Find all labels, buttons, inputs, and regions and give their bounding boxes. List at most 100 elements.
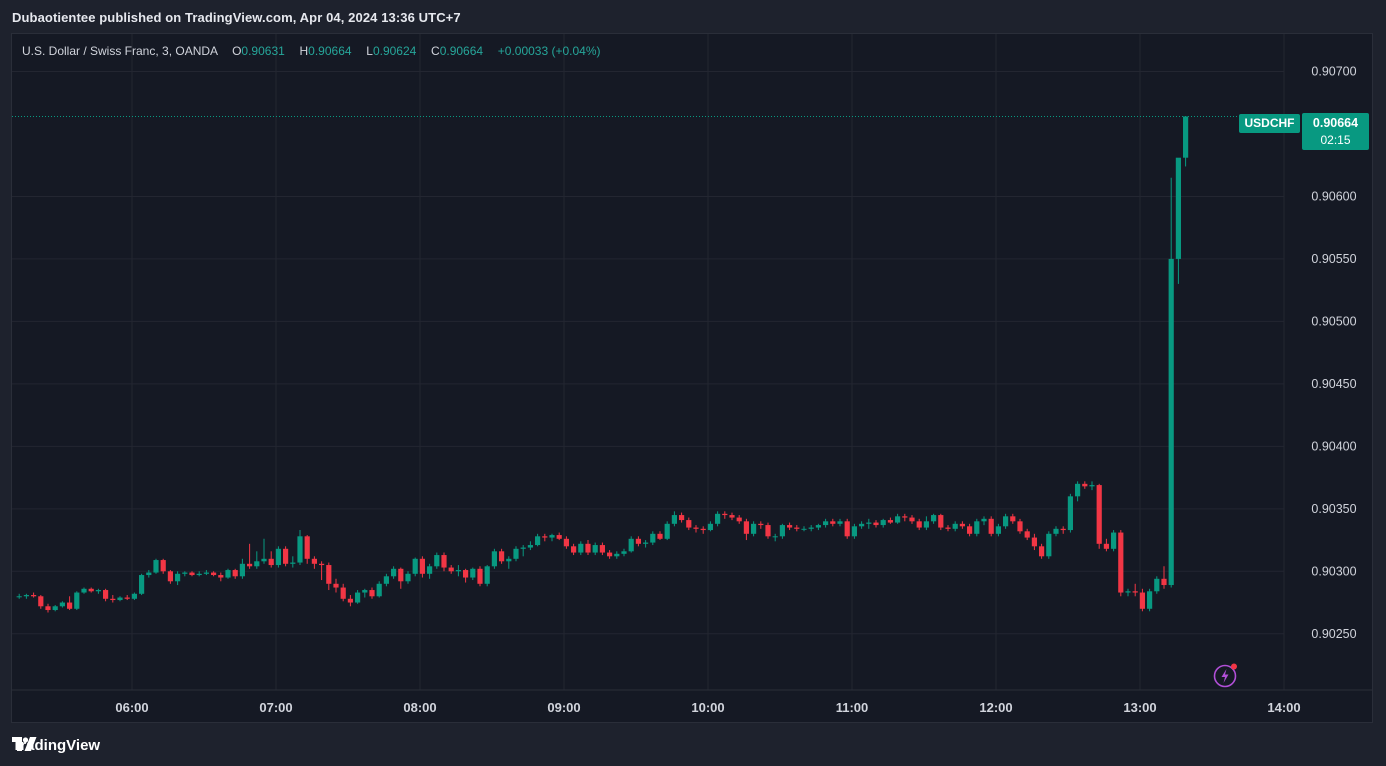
candle-body <box>412 558 418 574</box>
candle-body <box>772 536 778 538</box>
candle-body <box>203 572 209 574</box>
candle-body <box>635 538 641 544</box>
close-value: 0.90664 <box>439 44 484 58</box>
x-tick-label: 09:00 <box>547 700 580 715</box>
candle-body <box>909 517 915 522</box>
candle-body <box>1039 546 1045 557</box>
open-label: O <box>232 44 242 58</box>
candle-body <box>844 521 850 537</box>
candle-body <box>491 551 497 567</box>
candle-body <box>722 513 728 516</box>
candle-body <box>592 545 598 553</box>
x-tick-label: 10:00 <box>691 700 724 715</box>
candle-body <box>311 558 317 564</box>
candle-body <box>995 526 1001 534</box>
candle-body <box>513 548 519 559</box>
candle-body <box>621 551 627 554</box>
candle-body <box>261 558 267 562</box>
candle-body <box>981 518 987 522</box>
ohlc-legend: U.S. Dollar / Swiss Franc, 3, OANDA O 0.9… <box>22 44 601 58</box>
candle-body <box>585 543 591 553</box>
y-tick-label: 0.90250 <box>1311 627 1356 641</box>
candle-body <box>167 571 173 582</box>
candle-body <box>434 555 440 567</box>
candle-body <box>988 518 994 534</box>
candle-body <box>880 520 886 526</box>
candle-body <box>578 543 584 553</box>
candle-body <box>67 602 73 609</box>
symbol-description: U.S. Dollar / Swiss Franc, 3, OANDA <box>22 44 218 58</box>
high-label: H <box>299 44 309 58</box>
candle-body <box>859 523 865 527</box>
candle-body <box>23 595 29 597</box>
y-tick-label: 0.90500 <box>1311 314 1356 328</box>
x-tick-label: 13:00 <box>1123 700 1156 715</box>
candle-body <box>1053 528 1059 534</box>
candle-body <box>1067 496 1073 531</box>
y-tick-label: 0.90450 <box>1311 377 1356 391</box>
candle-body <box>563 538 569 547</box>
candle-body <box>1060 528 1066 531</box>
candle-body <box>319 563 325 566</box>
candle-body <box>779 525 785 537</box>
candle-body <box>751 523 757 534</box>
y-tick-label: 0.90350 <box>1311 502 1356 516</box>
candle-body <box>153 560 159 573</box>
candle-body <box>808 527 814 529</box>
candle-body <box>549 535 555 538</box>
candle-body <box>383 576 389 584</box>
candle-body <box>643 542 649 544</box>
x-tick-label: 12:00 <box>979 700 1012 715</box>
candle-body <box>1024 531 1030 538</box>
candle-body <box>715 513 721 524</box>
candle-body <box>355 592 361 603</box>
candle-body <box>895 516 901 523</box>
candle-body <box>1096 485 1102 544</box>
candle-body <box>470 568 476 578</box>
last-price-tag: 0.90664 02:15 <box>1302 113 1369 150</box>
candle-body <box>448 567 454 572</box>
tradingview-logo-icon <box>12 737 37 751</box>
candle-body <box>1125 591 1131 593</box>
candle-body <box>693 527 699 529</box>
candle-body <box>1175 157 1181 259</box>
chart-panel[interactable] <box>11 33 1373 723</box>
symbol-price-tag: USDCHF <box>1239 114 1300 133</box>
candle-body <box>95 590 101 592</box>
tradingview-logo[interactable]: TradingView <box>12 737 100 754</box>
low-value: 0.90624 <box>372 44 417 58</box>
candle-body <box>1103 543 1109 549</box>
change-value: +0.00033 (+0.04%) <box>497 44 601 58</box>
candle-body <box>477 568 483 584</box>
candle-body <box>801 528 807 530</box>
candle-body <box>347 598 353 603</box>
candle-body <box>535 536 541 546</box>
candle-body <box>31 595 37 597</box>
y-tick-label: 0.90400 <box>1311 439 1356 453</box>
candle-body <box>1139 592 1145 609</box>
candle-body <box>614 553 620 557</box>
candle-body <box>1132 591 1138 593</box>
candle-body <box>679 515 685 521</box>
candle-body <box>1154 578 1160 592</box>
candle-body <box>427 566 433 574</box>
candle-body <box>340 587 346 599</box>
candle-body <box>765 525 771 537</box>
candle-body <box>607 552 613 557</box>
candle-body <box>664 523 670 539</box>
candle-body <box>707 523 713 531</box>
lightning-alert-icon[interactable] <box>1213 662 1239 688</box>
candle-body <box>729 515 735 518</box>
candle-body <box>45 606 51 611</box>
candle-body <box>88 588 94 592</box>
x-tick-label: 06:00 <box>115 700 148 715</box>
candle-body <box>628 538 634 552</box>
candle-body <box>175 573 181 582</box>
candle-body <box>189 572 195 576</box>
candle-body <box>1147 591 1153 609</box>
x-tick-label: 14:00 <box>1267 700 1300 715</box>
candle-body <box>38 596 44 607</box>
candle-body <box>297 536 303 563</box>
candle-body <box>923 521 929 528</box>
